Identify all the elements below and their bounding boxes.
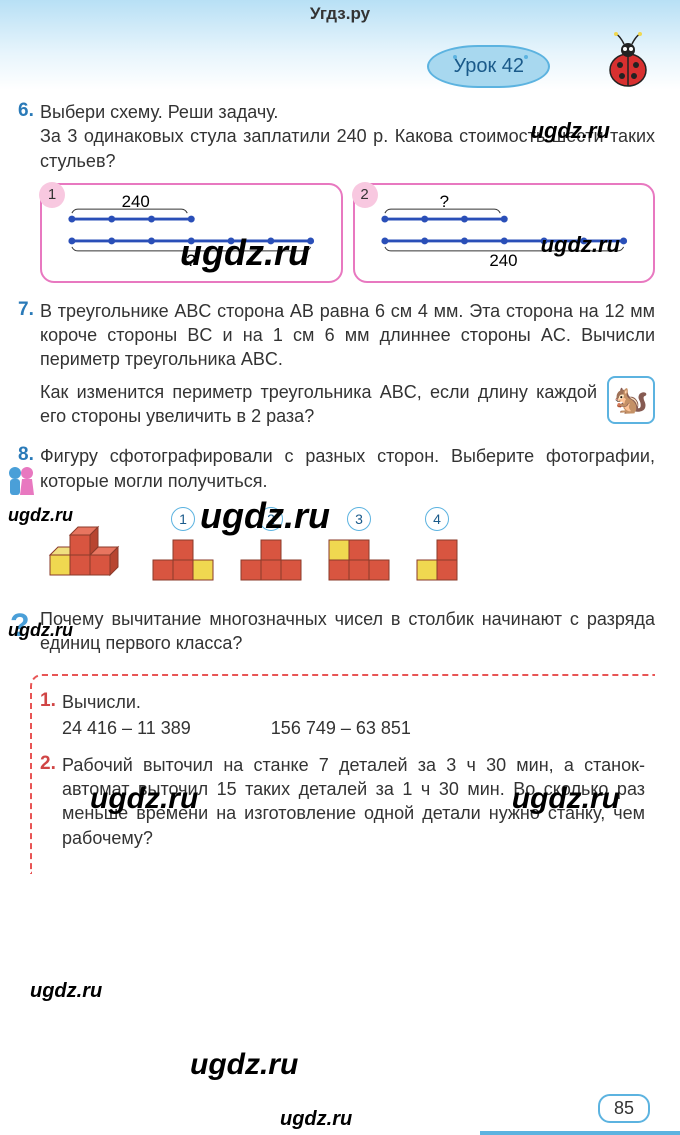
lesson-box: 1. Вычисли. 24 416 – 11 389 156 749 – 63… <box>30 674 655 874</box>
task-text: Фигуру сфотографировали с разных сторон.… <box>40 444 655 493</box>
cube-option-3: 3 <box>324 507 394 585</box>
question-text: Почему вычитание многозначных чисел в ст… <box>40 607 655 656</box>
cubes-row: 1 2 <box>40 505 655 585</box>
cube-option-1: 1 <box>148 507 218 585</box>
lesson-task-2: 2. Рабочий выточил на станке 7 деталей з… <box>62 753 645 850</box>
calc-1: 24 416 – 11 389 <box>62 718 191 739</box>
task-label: Вычисли. <box>62 690 645 714</box>
lesson-task-1: 1. Вычисли. 24 416 – 11 389 156 749 – 63… <box>62 690 645 739</box>
watermark: ugdz.ru <box>280 1108 352 1131</box>
task-text: Рабочий выточил на станке 7 деталей за 3… <box>62 753 645 850</box>
svg-text:240: 240 <box>489 251 517 268</box>
task-8: 8. Фигуру сфотографировали с разных стор… <box>40 444 655 585</box>
task-num: 6. <box>18 100 34 122</box>
task-text-2: Как изменится периметр треугольника ABC,… <box>40 380 655 429</box>
svg-text:?: ? <box>186 251 195 268</box>
svg-text:240: 240 <box>122 193 150 211</box>
page-number: 85 <box>598 1094 650 1123</box>
diagram-num: 1 <box>39 182 65 208</box>
people-icon <box>4 464 38 504</box>
task-num: 8. <box>18 444 34 466</box>
question-icon: ? <box>10 607 30 644</box>
svg-text:?: ? <box>439 193 448 211</box>
task-num: 2. <box>40 753 56 775</box>
segment-diagram-2: ? 240 <box>365 193 644 268</box>
cube-option-2: 2 <box>236 507 306 585</box>
footer-line <box>480 1131 680 1135</box>
task-text: В треугольнике ABC сторона AB равна 6 см… <box>40 299 655 372</box>
watermark: ugdz.ru <box>190 1048 298 1082</box>
task-num: 1. <box>40 690 56 712</box>
diagram-num: 2 <box>352 182 378 208</box>
task-num: 7. <box>18 299 34 321</box>
lesson-badge: Урок 42 <box>427 45 550 88</box>
page-header: Угдз.ру Урок 42 <box>0 0 680 90</box>
calc-row: 24 416 – 11 389 156 749 – 63 851 <box>62 718 645 739</box>
squirrel-icon: 🐿️ <box>607 376 655 424</box>
cube-3d <box>40 505 130 585</box>
diagram-2: 2 ? 240 <box>353 183 656 283</box>
page-content: 6. Выбери схему. Реши задачу. За 3 одина… <box>0 90 680 884</box>
watermark: ugdz.ru <box>30 980 102 1003</box>
question-block: ? Почему вычитание многозначных чисел в … <box>40 607 655 656</box>
option-num: 3 <box>347 507 371 531</box>
task-6: 6. Выбери схему. Реши задачу. За 3 одина… <box>40 100 655 283</box>
task-7: 7. В треугольнике ABC сторона AB равна 6… <box>40 299 655 428</box>
diagrams-row: 1 240 ? 2 ? <box>40 183 655 283</box>
option-num: 4 <box>425 507 449 531</box>
option-num: 1 <box>171 507 195 531</box>
diagram-1: 1 240 ? <box>40 183 343 283</box>
task-text: Выбери схему. Реши задачу. За 3 одинаков… <box>40 100 655 173</box>
segment-diagram-1: 240 ? <box>52 193 331 268</box>
cube-option-4: 4 <box>412 507 462 585</box>
ladybug-icon <box>600 30 655 90</box>
option-num: 2 <box>259 507 283 531</box>
site-title: Угдз.ру <box>310 4 370 24</box>
calc-2: 156 749 – 63 851 <box>271 718 411 739</box>
